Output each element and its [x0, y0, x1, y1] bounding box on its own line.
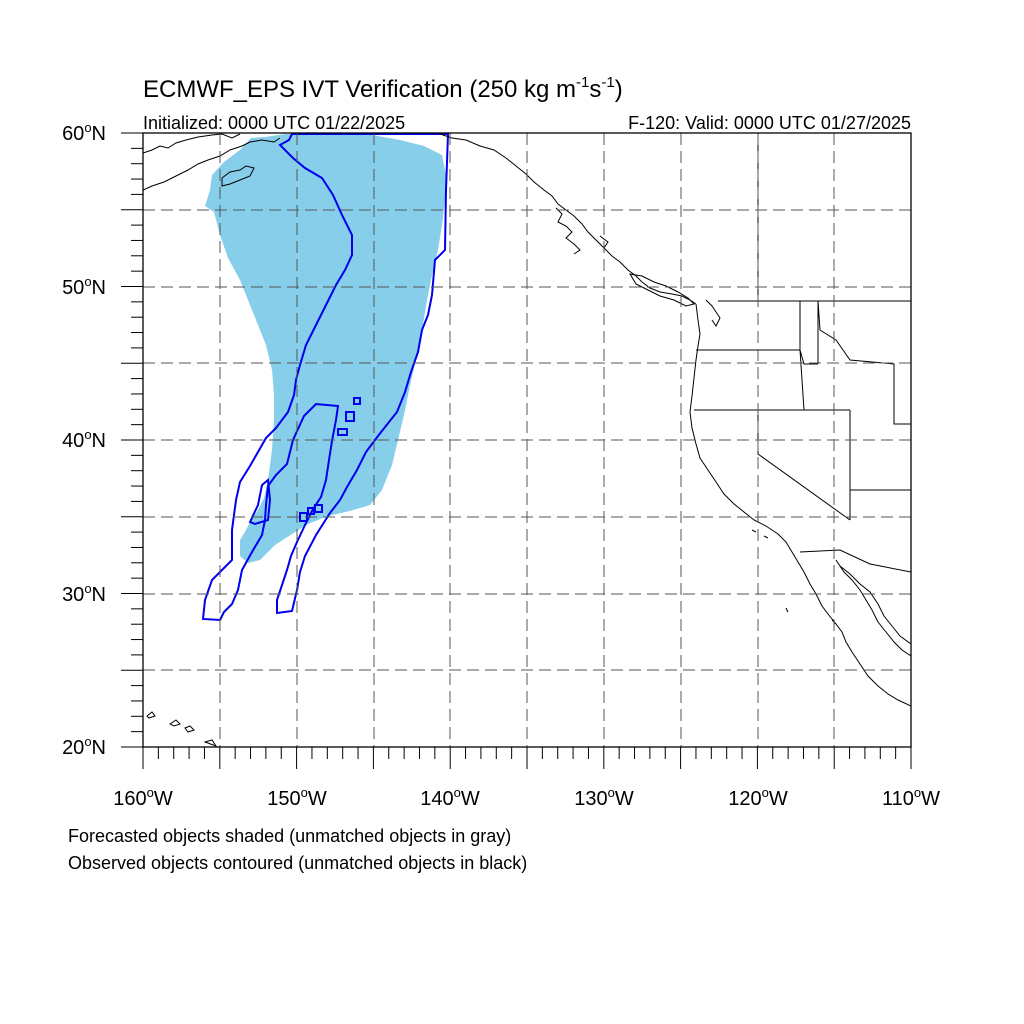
lat-label-30: 30oN [62, 581, 106, 606]
observed-ivt-object-small-2 [345, 411, 355, 422]
channel-islands [751, 529, 837, 625]
alexander-archipelago-coast [555, 207, 609, 255]
observed-ivt-object-small-1 [353, 397, 361, 405]
latitude-labels: 60oN 50oN 40oN 30oN 20oN [62, 120, 106, 759]
subtitle-initialized: Initialized: 0000 UTC 01/22/2025 [143, 113, 405, 133]
vancouver-island-coast [629, 273, 695, 307]
lon-label-120: 120oW [728, 785, 788, 810]
lon-label-150: 150oW [267, 785, 327, 810]
lon-label-110: 110oW [882, 785, 940, 810]
lon-label-160: 160oW [113, 785, 173, 810]
longitude-labels: 160oW 150oW 140oW 130oW 120oW 110oW [113, 785, 940, 810]
observed-ivt-object-inner [248, 478, 272, 526]
map-area [143, 133, 911, 747]
baja-peninsula-coast [835, 559, 911, 657]
forecast-ivt-object [205, 134, 446, 563]
lat-label-60: 60oN [62, 120, 106, 145]
hawaii-islands [146, 711, 218, 747]
figure-title: ECMWF_EPS IVT Verification (250 kg m-1s-… [143, 74, 623, 103]
lon-label-140: 140oW [420, 785, 480, 810]
state-borders [694, 134, 911, 521]
alaska-peninsula-coast [143, 133, 281, 191]
observed-note: Observed objects contoured (unmatched ob… [68, 853, 527, 873]
axis-ticks [121, 132, 912, 769]
subtitle-valid: F-120: Valid: 0000 UTC 01/27/2025 [628, 113, 911, 133]
lat-label-40: 40oN [62, 427, 106, 452]
lon-label-130: 130oW [574, 785, 634, 810]
observed-ivt-object-small-3 [337, 428, 348, 436]
us-mexico-border [799, 549, 911, 573]
us-west-coast [689, 303, 911, 707]
puget-sound-coast [705, 299, 721, 327]
kodiak-island-coast [221, 165, 255, 187]
observed-ivt-object-small-5 [307, 507, 315, 515]
map-gridlines [143, 133, 911, 747]
lat-label-50: 50oN [62, 274, 106, 299]
gulf-of-alaska-coast [439, 133, 697, 305]
gulf-of-california-coast [839, 565, 911, 645]
coastlines [143, 133, 911, 747]
lat-label-20: 20oN [62, 734, 106, 759]
forecast-note: Forecasted objects shaded (unmatched obj… [68, 826, 511, 846]
